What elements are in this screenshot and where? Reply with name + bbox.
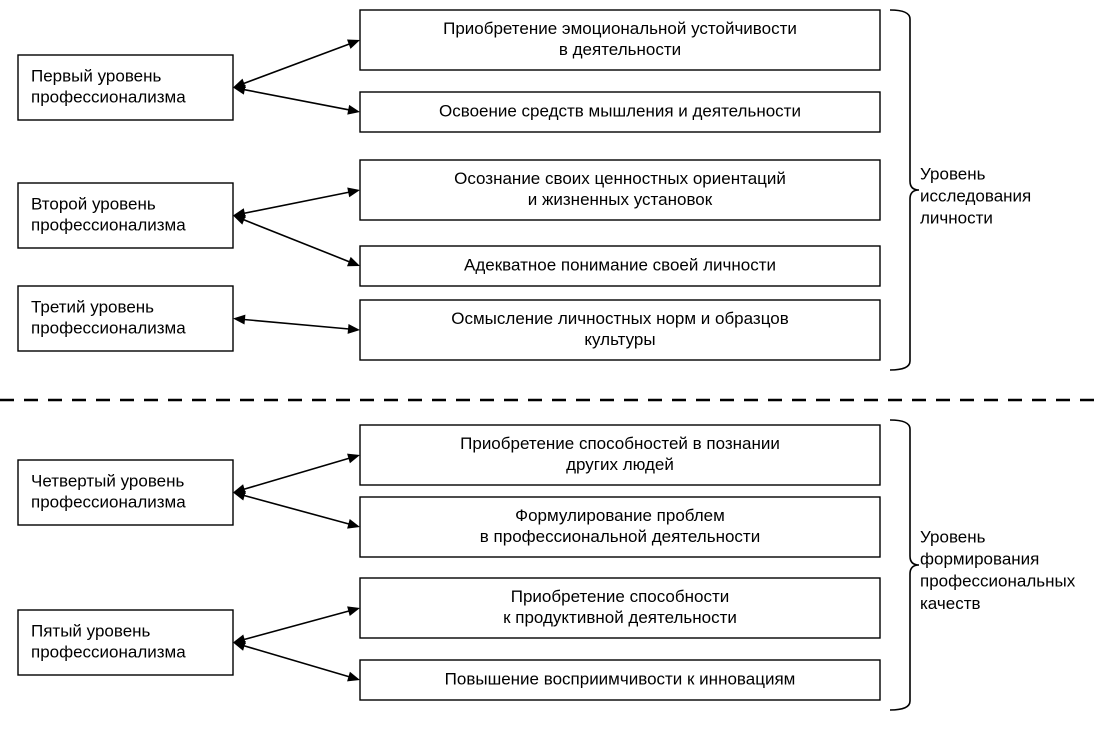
arrow: [242, 458, 351, 490]
detail-box-r4-text: Адекватное понимание своей личности: [464, 255, 776, 274]
arrow: [242, 192, 350, 214]
detail-box-r5-text: культуры: [584, 330, 655, 349]
level-box-lvl2-text: профессионализма: [31, 216, 186, 235]
detail-box-r6-text: Приобретение способностей в познании: [460, 434, 780, 453]
arrowhead: [233, 215, 246, 224]
side-top-text: Уровень: [920, 164, 986, 183]
side-top-text: исследования: [920, 187, 1031, 206]
arrowhead: [233, 641, 246, 651]
detail-box-r8-text: к продуктивной деятельности: [503, 608, 737, 627]
level-box-lvl4-text: профессионализма: [31, 493, 186, 512]
arrowhead: [347, 519, 360, 529]
arrowhead: [348, 324, 360, 334]
detail-box-r3-text: Осознание своих ценностных ориентаций: [454, 169, 786, 188]
detail-box-r1-text: в деятельности: [559, 40, 681, 59]
arrow: [242, 219, 351, 262]
level-box-lvl2-text: Второй уровень: [31, 194, 156, 213]
arrow: [242, 495, 350, 524]
side-bot-text: формирования: [920, 550, 1039, 569]
arrow: [242, 43, 351, 84]
detail-box-r2-text: Освоение средств мышления и деятельности: [439, 101, 801, 120]
level-box-lvl5-text: Пятый уровень: [31, 621, 151, 640]
arrowhead: [233, 491, 246, 501]
detail-box-r9-text: Повышение восприимчивости к инновациям: [445, 669, 796, 688]
level-box-lvl5-text: профессионализма: [31, 643, 186, 662]
arrowhead: [347, 187, 360, 197]
diagram-canvas: Первый уровень профессионализма Второй уро…: [0, 0, 1101, 731]
arrowhead: [347, 606, 360, 616]
side-bot-text: профессиональных: [920, 572, 1076, 591]
detail-box-r6-text: других людей: [566, 455, 674, 474]
arrowhead: [347, 672, 360, 682]
level-box-lvl1-text: Первый уровень: [31, 66, 161, 85]
detail-box-r7-text: Формулирование проблем: [515, 506, 725, 525]
brace-top: [890, 10, 919, 370]
arrowhead: [347, 257, 360, 266]
arrow: [242, 89, 350, 110]
arrowhead: [347, 454, 360, 464]
arrowhead: [347, 40, 360, 49]
level-box-lvl1-text: профессионализма: [31, 88, 186, 107]
detail-box-r5-text: Осмысление личностных норм и образцов: [451, 309, 788, 328]
level-box-lvl3-text: профессионализма: [31, 319, 186, 338]
level-box-lvl3-text: Третий уровень: [31, 297, 154, 316]
side-bot-text: Уровень: [920, 527, 986, 546]
arrowhead: [233, 315, 245, 325]
arrow: [243, 319, 351, 329]
side-top-text: личности: [920, 209, 993, 228]
detail-box-r3-text: и жизненных установок: [528, 190, 713, 209]
detail-box-r1-text: Приобретение эмоциональной устойчивости: [443, 19, 797, 38]
brace-bot: [890, 420, 919, 710]
side-bot-text: качеств: [920, 594, 981, 613]
arrow: [242, 645, 351, 677]
detail-box-r8-text: Приобретение способности: [511, 587, 730, 606]
arrow: [242, 611, 350, 640]
arrowhead: [347, 105, 360, 115]
level-box-lvl4-text: Четвертый уровень: [31, 471, 185, 490]
detail-box-r7-text: в профессиональной деятельности: [480, 527, 760, 546]
